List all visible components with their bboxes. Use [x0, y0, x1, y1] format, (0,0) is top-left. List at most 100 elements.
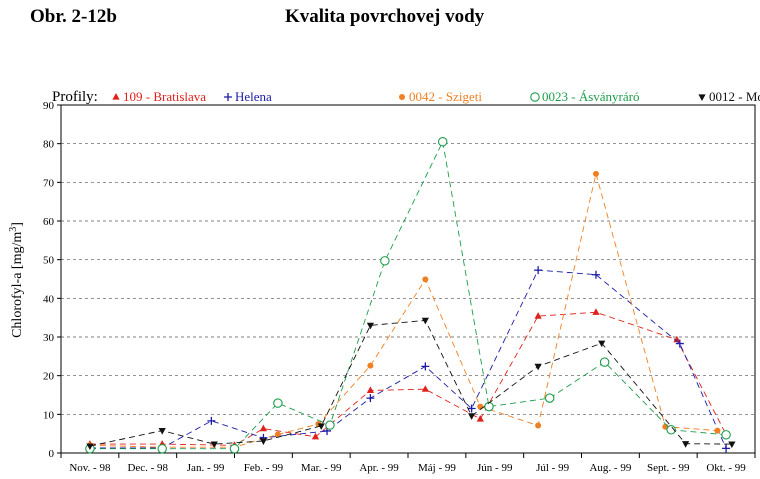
legend-marker	[224, 93, 232, 101]
data-point	[325, 420, 335, 430]
data-point	[534, 363, 542, 371]
data-point	[722, 444, 731, 453]
data-point	[675, 339, 684, 348]
data-point	[259, 438, 268, 446]
data-point	[666, 425, 676, 435]
series-4	[86, 317, 736, 451]
data-point	[421, 385, 429, 392]
data-point	[476, 414, 484, 422]
data-point	[714, 427, 721, 434]
legend-marker	[112, 93, 120, 100]
legend-label: 0042 - Szigeti	[409, 89, 482, 104]
y-axis-title-text: Chlorofyl-a [mg/m	[10, 232, 25, 338]
data-series	[85, 136, 736, 454]
data-point	[259, 424, 268, 432]
x-tick-label: Júl - 99	[536, 462, 570, 474]
data-point	[673, 335, 681, 343]
figure-number: Obr. 2-12b	[30, 6, 117, 27]
data-point	[274, 431, 281, 438]
x-tick-label: Aug. - 99	[589, 462, 631, 474]
series-2	[86, 170, 721, 451]
x-tick-label: Jan. - 99	[187, 462, 225, 474]
y-tick-label: 90	[43, 100, 55, 112]
series-line	[89, 173, 718, 448]
x-tick-label: Mar. - 99	[301, 462, 342, 474]
data-point	[534, 312, 542, 319]
data-point	[86, 443, 94, 451]
legend-item-2: 0042 - Szigeti	[399, 89, 482, 104]
y-tick-label: 30	[43, 332, 55, 344]
data-point	[592, 308, 600, 315]
y-axis: 0 10 20 30 40 50 60 70 80 90	[43, 100, 61, 460]
data-point	[158, 427, 166, 435]
data-point	[437, 136, 448, 147]
x-tick-label: Okt. - 99	[706, 462, 746, 474]
data-point	[467, 404, 476, 413]
data-point	[229, 443, 240, 454]
grid-lines	[61, 143, 755, 415]
y-tick-label: 0	[49, 448, 55, 460]
legend-label: 0012 - Mosoni Danube	[709, 89, 760, 104]
legend-marker	[698, 94, 706, 101]
data-point	[682, 441, 690, 448]
legend-item-4: 0012 - Mosoni Danube	[698, 89, 760, 104]
data-point	[599, 357, 610, 367]
legend-marker	[530, 92, 540, 102]
series-line	[89, 140, 727, 450]
data-point	[422, 276, 429, 283]
series-0	[86, 308, 730, 448]
x-tick-label: Sept. - 99	[647, 462, 690, 474]
y-tick-label: 10	[43, 409, 55, 421]
data-point	[728, 441, 736, 449]
legend-marker	[399, 94, 405, 100]
series-1	[85, 266, 731, 453]
y-tick-label: 50	[43, 255, 55, 267]
data-point	[421, 317, 429, 325]
y-axis-title-superscript: 3	[8, 227, 19, 232]
figure-header: Obr. 2-12b Kvalita povrchovej vody	[30, 6, 730, 34]
data-point	[317, 423, 325, 430]
y-tick-label: 70	[43, 177, 55, 189]
data-point	[207, 416, 216, 425]
legend-title: Profily:	[52, 89, 98, 105]
data-point	[592, 170, 599, 177]
data-point	[484, 401, 494, 412]
data-point	[380, 256, 390, 266]
data-point	[366, 394, 375, 403]
data-point	[598, 340, 606, 348]
data-point	[273, 398, 283, 408]
data-point	[367, 362, 374, 369]
legend-item-1: Helena	[224, 89, 272, 104]
data-point	[534, 266, 543, 275]
data-point	[311, 432, 320, 440]
x-tick-label: Feb. - 99	[244, 462, 284, 474]
plot-frame	[60, 104, 756, 454]
x-tick-label: Jún - 99	[477, 462, 513, 474]
data-point	[366, 322, 375, 330]
data-point	[544, 393, 555, 403]
data-point	[721, 430, 731, 440]
data-point	[535, 422, 542, 429]
series-line	[89, 269, 727, 449]
y-tick-label: 80	[43, 139, 55, 151]
series-line	[89, 319, 732, 447]
x-tick-label: Dec. - 98	[127, 462, 168, 474]
data-point	[468, 413, 476, 420]
y-tick-label: 60	[43, 216, 55, 228]
data-point	[157, 443, 167, 454]
data-point	[421, 362, 430, 371]
x-axis: Nov. - 98 Dec. - 98 Jan. - 99 Feb. - 99 Mar.…	[60, 453, 756, 474]
legend-label: 109 - Bratislava	[123, 89, 206, 104]
x-tick-label: Apr. - 99	[359, 462, 399, 474]
legend-item-3: 0023 - Ásványráró	[530, 89, 639, 104]
x-tick-label: Máj - 99	[418, 462, 456, 474]
data-point	[210, 441, 218, 449]
series-line	[89, 311, 727, 446]
data-point	[477, 403, 484, 410]
y-tick-label: 20	[43, 371, 55, 383]
legend: 109 - Bratislava Helena 0042 - Szigeti 0023…	[112, 89, 760, 104]
data-point	[366, 386, 375, 393]
data-point	[591, 270, 600, 279]
x-tick-label: Nov. - 98	[69, 462, 111, 474]
